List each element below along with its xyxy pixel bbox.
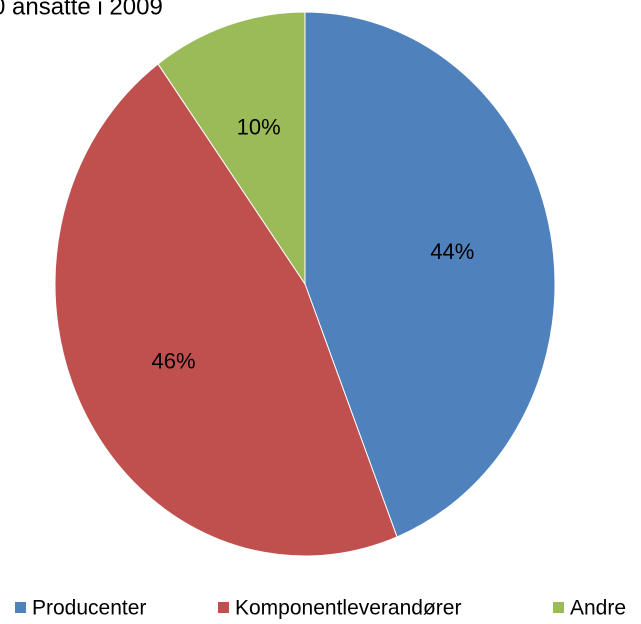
data-label: 46%: [152, 348, 196, 373]
legend-label: Andre: [570, 597, 626, 620]
data-label: 10%: [237, 115, 281, 140]
legend-swatch: [218, 602, 229, 613]
pie-slice: [54, 63, 398, 557]
legend-label: Producenter: [32, 597, 146, 620]
legend-swatch: [15, 602, 26, 613]
legend-swatch: [553, 602, 564, 613]
data-label: 44%: [430, 239, 474, 264]
pie-slice: [157, 11, 306, 286]
legend-label: Komponentleverandører: [235, 597, 461, 620]
chart-title: 0 ansatte i 2009: [0, 0, 163, 20]
pie-slice: [304, 11, 556, 538]
